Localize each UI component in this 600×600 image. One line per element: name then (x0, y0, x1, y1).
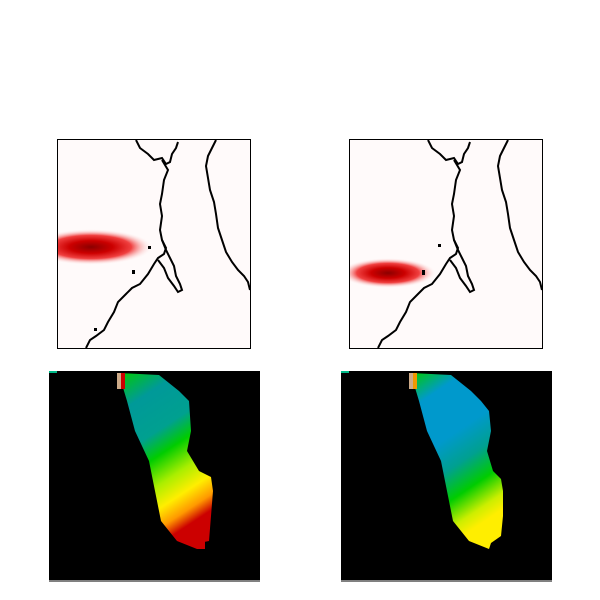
island-marker (94, 328, 97, 331)
island-marker (438, 244, 441, 247)
field-panel-right (341, 371, 552, 582)
island-marker (148, 246, 151, 249)
coastline-peninsula (449, 239, 476, 294)
field-panel-left (49, 371, 260, 582)
coastline-east (204, 140, 250, 291)
field-edge-strip (413, 373, 417, 389)
color-field-region (411, 373, 503, 549)
map-left-svg (58, 140, 250, 348)
map-right-svg (350, 140, 542, 348)
field-edge-strip (117, 373, 121, 389)
coastline-peninsula (157, 239, 184, 294)
field-left-svg (49, 371, 260, 582)
field-marker (341, 371, 349, 373)
field-marker (49, 371, 57, 373)
island-marker (422, 270, 425, 275)
coastline-east (496, 140, 542, 291)
field-edge-strip (409, 373, 413, 389)
color-field-region (119, 373, 213, 549)
field-edge-strip (121, 373, 125, 389)
map-panel-right (349, 139, 543, 349)
field-right-svg (341, 371, 552, 582)
coastline-west (85, 140, 179, 348)
intensity-blob (58, 229, 153, 265)
map-panel-left (57, 139, 251, 349)
coastline-west (377, 140, 471, 348)
intensity-blob (350, 258, 436, 288)
island-marker (132, 270, 135, 274)
field-edge-strip (197, 529, 205, 549)
